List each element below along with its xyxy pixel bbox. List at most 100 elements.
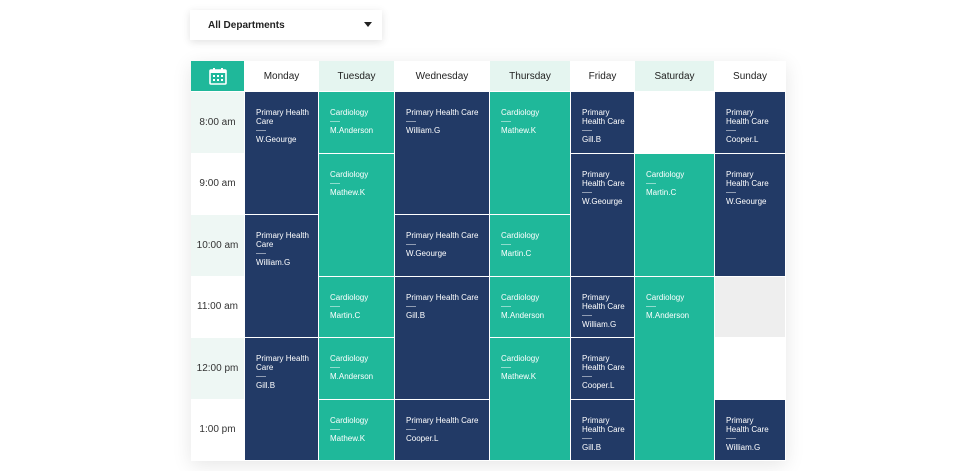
time-label: 9:00 am: [191, 153, 245, 215]
calendar-icon: [208, 68, 227, 85]
divider: [406, 305, 416, 307]
appointment-title: Primary Health Care: [406, 415, 479, 425]
appointment: Primary Health Care William.G: [715, 399, 786, 461]
doctor-name: Mathew.K: [501, 372, 537, 381]
divider: [582, 437, 592, 439]
appointment-title: Cardiology: [501, 108, 540, 117]
doctor-name: W.Geourge: [582, 196, 623, 206]
appointment-title: Cardiology: [501, 231, 540, 240]
divider: [646, 305, 656, 307]
appointment: Primary Health Care Gill.B: [571, 92, 635, 154]
divider: [501, 121, 511, 122]
doctor-name: M.Anderson: [646, 310, 690, 320]
schedule-table: 8:00 am 9:00 am 10:00 am 11:00 am 12:00 pm 1:…: [191, 61, 786, 461]
doctor-name: Mathew.K: [330, 187, 366, 197]
divider: [726, 191, 736, 193]
dropdown-label: All Departments: [208, 20, 285, 31]
appointment-title: Primary Health Care: [726, 108, 769, 126]
divider: [330, 121, 340, 122]
divider: [582, 314, 592, 316]
appointment: Cardiology Martin.C: [490, 215, 571, 277]
appointment: Cardiology Martin.C: [319, 276, 395, 338]
divider: [501, 244, 511, 245]
appointment-title: Cardiology: [646, 169, 685, 179]
doctor-name: William.G: [726, 442, 761, 452]
doctor-name: Mathew.K: [501, 126, 537, 135]
doctor-name: William.G: [406, 126, 441, 135]
day-header: Sunday: [715, 61, 786, 92]
appointment: Primary Health Care Cooper.L: [395, 399, 490, 461]
day-header: Wednesday: [395, 61, 490, 92]
appointment: Cardiology Mathew.K: [490, 338, 571, 461]
time-label: 11:00 am: [191, 276, 245, 338]
appointment: Primary Health Care Gill.B: [395, 276, 490, 400]
appointment-title: Primary Health Care: [582, 108, 625, 126]
appointment: Cardiology M.Anderson: [490, 276, 571, 338]
divider: [330, 367, 340, 368]
appointment: Cardiology Martin.C: [635, 153, 715, 277]
doctor-name: Gill.B: [582, 135, 602, 144]
appointment-title: Cardiology: [501, 354, 540, 363]
appointment-title: Cardiology: [330, 415, 369, 425]
time-label: 8:00 am: [191, 92, 245, 154]
day-header: Friday: [571, 61, 635, 92]
doctor-name: M.Anderson: [501, 310, 545, 320]
appointment: Primary Health Care William.G: [571, 276, 635, 338]
appointment-title: Cardiology: [330, 108, 369, 117]
appointment-title: Primary Health Care: [406, 108, 479, 117]
doctor-name: Gill.B: [406, 310, 426, 320]
appointment: Primary Health Care W.Geourge: [715, 153, 786, 277]
doctor-name: W.Geourge: [406, 249, 447, 258]
appointment: Cardiology Mathew.K: [319, 153, 395, 277]
appointment-title: Cardiology: [330, 169, 369, 179]
appointment-title: Primary Health Care: [256, 108, 309, 126]
time-label: 12:00 pm: [191, 338, 245, 400]
appointment: Cardiology Mathew.K: [319, 399, 395, 461]
appointment-title: Primary Health Care: [256, 354, 309, 372]
appointment: Primary Health Care Cooper.L: [571, 338, 635, 400]
appointment-title: Cardiology: [330, 292, 369, 302]
department-dropdown[interactable]: All Departments: [190, 10, 382, 40]
dropdown-arrow: [364, 22, 372, 27]
divider: [256, 253, 266, 254]
appointment: Primary Health Care Gill.B: [571, 399, 635, 461]
divider: [330, 305, 340, 307]
appointment: Primary Health Care W.Geourge: [395, 215, 490, 277]
divider: [726, 437, 736, 439]
appointment-title: Primary Health Care: [256, 231, 309, 249]
divider: [582, 130, 592, 131]
doctor-name: William.G: [582, 319, 617, 329]
empty-slot: [715, 276, 786, 338]
divider: [726, 130, 736, 131]
divider: [330, 428, 340, 430]
divider: [330, 182, 340, 184]
divider: [646, 182, 656, 184]
doctor-name: Gill.B: [256, 381, 276, 390]
doctor-name: William.G: [256, 258, 291, 267]
appointment-title: Cardiology: [646, 292, 685, 302]
appointment: Cardiology M.Anderson: [319, 92, 395, 154]
doctor-name: Gill.B: [582, 442, 602, 452]
appointment-title: Primary Health Care: [726, 415, 769, 434]
divider: [501, 305, 511, 307]
divider: [406, 428, 416, 430]
appointment: Primary Health Care William.G: [395, 92, 490, 215]
day-header: Saturday: [635, 61, 715, 92]
divider: [406, 244, 416, 245]
doctor-name: Martin.C: [330, 310, 361, 320]
empty-slot: [635, 92, 715, 154]
appointment: Cardiology Mathew.K: [490, 92, 571, 215]
doctor-name: Martin.C: [646, 187, 677, 197]
appointment-title: Primary Health Care: [582, 292, 625, 311]
time-label: 10:00 am: [191, 215, 245, 277]
day-header: Tuesday: [319, 61, 395, 92]
appointment-title: Primary Health Care: [406, 231, 479, 240]
doctor-name: Cooper.L: [582, 381, 615, 390]
appointment-title: Primary Health Care: [582, 354, 625, 372]
divider: [256, 376, 266, 377]
divider: [256, 130, 266, 131]
time-label: 1:00 pm: [191, 399, 245, 461]
calendar-icon-cell: [191, 61, 245, 92]
appointment: Primary Health Care Gill.B: [245, 338, 319, 461]
